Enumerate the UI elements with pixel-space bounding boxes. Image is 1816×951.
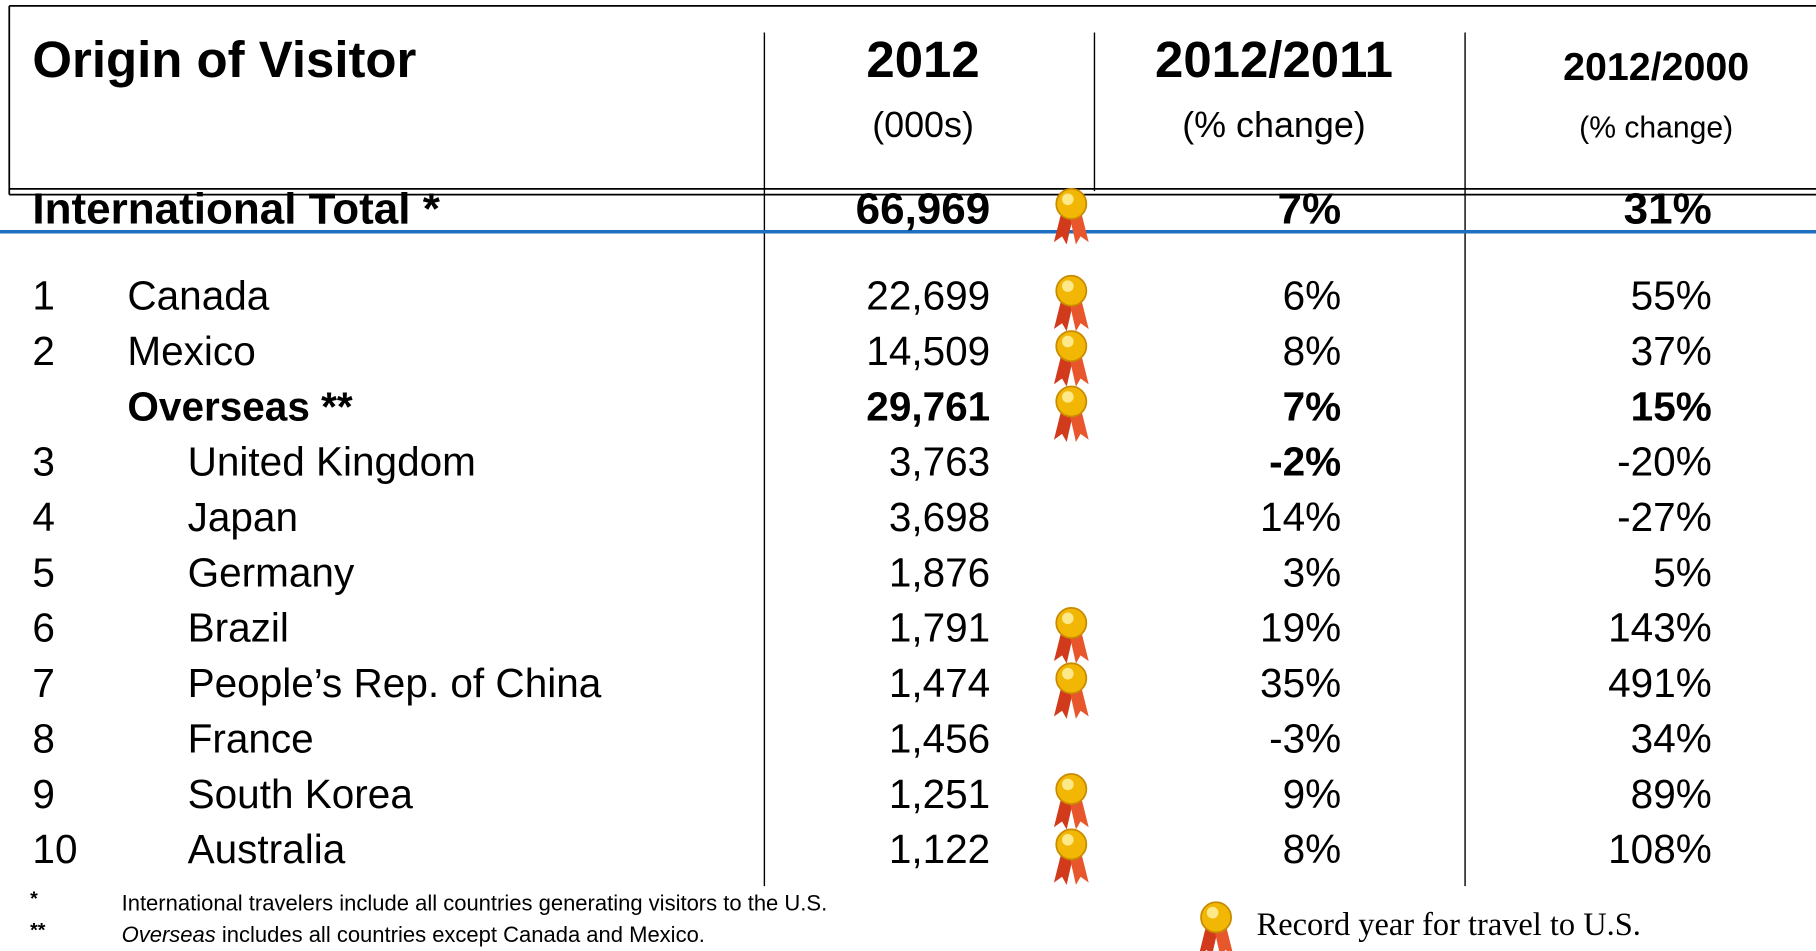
change-2011: -3% [1269,715,1341,761]
visitors: 29,761 [866,383,990,429]
country: South Korea [188,771,414,817]
record-medal [1053,828,1090,886]
country: Australia [188,826,346,872]
change-2011: -2% [1269,439,1341,485]
visitors: 1,122 [889,826,990,872]
change-2011: 7% [1283,383,1342,429]
change-2000: 55% [1631,273,1712,319]
visitors: 1,791 [889,605,990,651]
change-2011: 3% [1283,549,1342,595]
change-2000: -20% [1617,439,1712,485]
legend: Record year for travel to U.S. [1197,901,1641,951]
change-2000: 143% [1608,605,1712,651]
change-2000: 15% [1631,383,1712,429]
change-2011: 8% [1283,826,1342,872]
visitors: 22,699 [866,273,990,319]
record-medal [1053,607,1090,665]
country: Canada [127,273,269,319]
total-change-2000: 31% [1624,185,1712,234]
rank: 2 [32,328,55,374]
record-medal [1053,187,1090,246]
rank: 8 [32,715,55,761]
rank: 4 [32,494,55,540]
rank: 7 [32,660,55,706]
footnote-mark: ** [30,919,46,941]
header-change-2011: 2012/2011 [1155,31,1393,88]
change-2011: 6% [1283,273,1342,319]
record-medal [1053,385,1090,443]
change-2011: 19% [1260,605,1341,651]
country: Japan [188,494,298,540]
change-2000: 5% [1653,549,1712,595]
footnote: Overseas includes all countries except C… [122,922,705,947]
footnote-emphasis: Overseas [122,922,216,947]
rank: 1 [32,273,55,319]
record-medal [1053,662,1090,720]
visitors: 1,474 [889,660,990,706]
change-2000: 108% [1608,826,1712,872]
rank: 6 [32,605,55,651]
change-2011: 9% [1283,771,1342,817]
visitors: 3,763 [889,439,990,485]
footnote-text: includes all countries except Canada and… [216,922,705,947]
footnote-mark: * [30,888,38,910]
header-change-2000: 2012/2000 [1563,45,1749,89]
visitors: 1,251 [889,771,990,817]
country: Overseas ** [127,383,353,429]
change-2000: 34% [1631,715,1712,761]
change-2000: 491% [1608,660,1712,706]
total-change-2011: 7% [1278,185,1342,234]
change-2011: 14% [1260,494,1341,540]
record-medal [1053,274,1090,333]
total-label: International Total * [32,185,440,234]
change-2000: -27% [1617,494,1712,540]
visitors: 14,509 [866,328,990,374]
country: United Kingdom [188,439,476,485]
header-origin: Origin of Visitor [32,31,416,88]
legend-medal [1197,901,1235,951]
header-visitors-sub: (000s) [872,105,974,145]
record-medal [1053,330,1090,388]
visitors: 1,876 [889,549,990,595]
footnote-text: International travelers include all coun… [122,890,828,915]
rank: 10 [32,826,77,872]
legend-text: Record year for travel to U.S. [1257,907,1641,943]
rank: 5 [32,549,55,595]
country: Brazil [188,605,289,651]
change-2000: 89% [1631,771,1712,817]
header-change-2011-sub: (% change) [1182,105,1366,145]
record-medal [1053,773,1090,831]
country: People’s Rep. of China [188,660,602,706]
rank: 3 [32,439,55,485]
change-2011: 35% [1260,660,1341,706]
change-2000: 37% [1631,328,1712,374]
total-visitors: 66,969 [856,185,991,234]
change-2011: 8% [1283,328,1342,374]
rank: 9 [32,771,55,817]
country: France [188,715,314,761]
country: Mexico [127,328,255,374]
visitors: 3,698 [889,494,990,540]
country: Germany [188,549,355,595]
visitors: 1,456 [889,715,990,761]
header-visitors: 2012 [866,31,979,88]
footnote: International travelers include all coun… [122,890,828,915]
header-change-2000-sub: (% change) [1579,112,1733,145]
